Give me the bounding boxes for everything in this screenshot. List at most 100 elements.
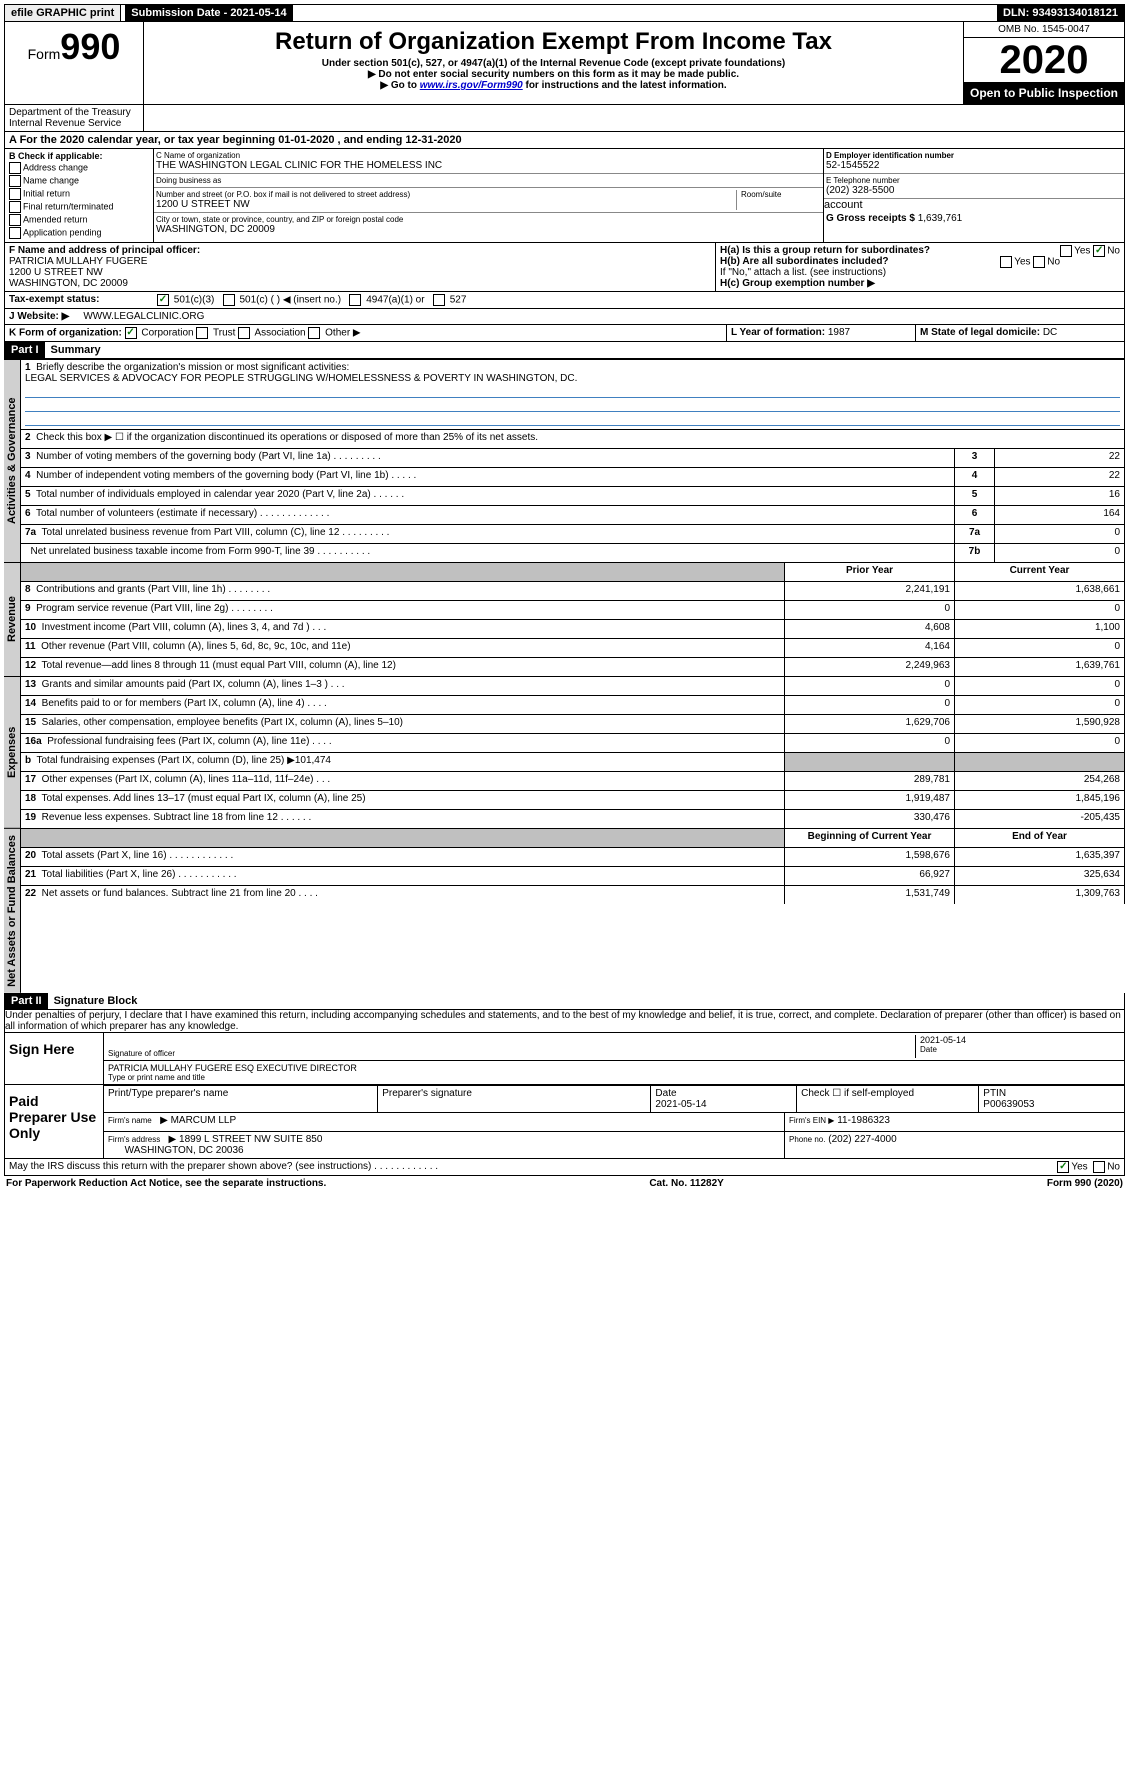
- addr-label: Number and street (or P.O. box if mail i…: [156, 190, 736, 199]
- klm-row: K Form of organization: Corporation Trus…: [4, 325, 1125, 342]
- paid-preparer-label: Paid Preparer Use Only: [5, 1085, 103, 1158]
- cb-name-change[interactable]: Name change: [9, 175, 149, 187]
- revenue-section: Revenue Prior Year Current Year 8 Contri…: [4, 562, 1125, 676]
- firm-phone-row: Phone no. (202) 227-4000: [784, 1131, 1124, 1158]
- data-row: 10 Investment income (Part VIII, column …: [21, 619, 1125, 638]
- cb-application-pending[interactable]: Application pending: [9, 227, 149, 239]
- part-2-header: Part II Signature Block: [4, 993, 1125, 1010]
- foot-center: Cat. No. 11282Y: [649, 1178, 723, 1189]
- d-label: D Employer identification number: [826, 151, 1122, 160]
- gov-row: 5 Total number of individuals employed i…: [21, 486, 1124, 505]
- governance-section: Activities & Governance 1 Briefly descri…: [4, 359, 1125, 562]
- org-address: 1200 U STREET NW: [156, 199, 736, 210]
- discuss-q: May the IRS discuss this return with the…: [5, 1159, 1053, 1175]
- data-row: 12 Total revenue—add lines 8 through 11 …: [21, 657, 1125, 676]
- firm-ein-row: Firm's EIN ▶ 11-1986323: [784, 1112, 1124, 1131]
- data-row: 16a Professional fundraising fees (Part …: [21, 733, 1125, 752]
- signature-block: Sign Here Signature of officer 2021-05-1…: [4, 1033, 1125, 1159]
- omb-number: OMB No. 1545-0047: [964, 22, 1124, 38]
- dln: DLN: 93493134018121: [997, 5, 1124, 21]
- cb-4947[interactable]: [349, 294, 361, 306]
- cb-501c3[interactable]: [157, 294, 169, 306]
- col-deg: D Employer identification number 52-1545…: [824, 149, 1124, 242]
- section-a-text: A For the 2020 calendar year, or tax yea…: [5, 132, 466, 148]
- phone-row: E Telephone number (202) 328-5500: [824, 174, 1124, 199]
- pp-h2: Preparer's signature: [377, 1085, 650, 1112]
- cb-discuss-no[interactable]: [1093, 1161, 1105, 1173]
- q2-row: 2 Check this box ▶ ☐ if the organization…: [21, 429, 1124, 448]
- cb-amended-return[interactable]: Amended return: [9, 214, 149, 226]
- form990-link[interactable]: www.irs.gov/Form990: [420, 80, 523, 91]
- data-row: 19 Revenue less expenses. Subtract line …: [21, 809, 1125, 828]
- gov-row: 7a Total unrelated business revenue from…: [21, 524, 1124, 543]
- h-c: H(c) Group exemption number ▶: [720, 278, 1120, 289]
- form-number: 990: [60, 26, 120, 67]
- q1-row: 1 Briefly describe the organization's mi…: [21, 359, 1124, 429]
- f-label: F Name and address of principal officer:: [9, 245, 711, 256]
- sig-officer-label: Signature of officer: [108, 1049, 915, 1058]
- foot-left: For Paperwork Reduction Act Notice, see …: [6, 1178, 326, 1189]
- org-name: THE WASHINGTON LEGAL CLINIC FOR THE HOME…: [156, 160, 821, 171]
- pp-h1: Print/Type preparer's name: [104, 1085, 377, 1112]
- e-label: E Telephone number: [826, 176, 1122, 185]
- cb-initial-return[interactable]: Initial return: [9, 188, 149, 200]
- form-subtitle: Under section 501(c), 527, or 4947(a)(1)…: [148, 58, 959, 69]
- data-row: 18 Total expenses. Add lines 13–17 (must…: [21, 790, 1125, 809]
- vtab-expenses: Expenses: [4, 676, 21, 828]
- website-value[interactable]: WWW.LEGALCLINIC.ORG: [79, 309, 208, 324]
- header-right: OMB No. 1545-0047 2020 Open to Public In…: [963, 22, 1124, 104]
- cb-trust[interactable]: [196, 327, 208, 339]
- hdr-current: Current Year: [954, 562, 1124, 581]
- cb-other[interactable]: [308, 327, 320, 339]
- cb-discuss-yes[interactable]: [1057, 1161, 1069, 1173]
- gross-receipts: 1,639,761: [918, 213, 963, 224]
- firm-addr-row: Firm's address ▶ 1899 L STREET NW SUITE …: [104, 1131, 784, 1158]
- j-row: J Website: ▶ WWW.LEGALCLINIC.ORG: [4, 309, 1125, 325]
- firm-name-row: Firm's name ▶ MARCUM LLP: [104, 1112, 784, 1131]
- cb-501c[interactable]: [223, 294, 235, 306]
- i-label: Tax-exempt status:: [5, 292, 153, 308]
- city-label: City or town, state or province, country…: [156, 215, 821, 224]
- cb-527[interactable]: [433, 294, 445, 306]
- sig-date: 2021-05-14: [920, 1035, 1120, 1045]
- cb-address-change[interactable]: Address change: [9, 162, 149, 174]
- gov-row: Net unrelated business taxable income fr…: [21, 543, 1124, 562]
- data-row: 21 Total liabilities (Part X, line 26) .…: [21, 866, 1125, 885]
- pp-h3: Date2021-05-14: [650, 1085, 796, 1112]
- city-row: City or town, state or province, country…: [154, 213, 823, 237]
- print-name-label: Type or print name and title: [108, 1073, 1120, 1082]
- hdr-prior: Prior Year: [784, 562, 954, 581]
- data-row: 20 Total assets (Part X, line 16) . . . …: [21, 847, 1125, 866]
- part-1-badge: Part I: [5, 342, 45, 358]
- j-label: J Website: ▶: [5, 309, 73, 324]
- cb-association[interactable]: [238, 327, 250, 339]
- net-blank: [21, 828, 784, 847]
- rev-blank: [21, 562, 784, 581]
- part-1-header: Part I Summary: [4, 342, 1125, 359]
- hdr-begin: Beginning of Current Year: [784, 828, 954, 847]
- form-number-box: Form990: [5, 22, 144, 104]
- sig-date-label: Date: [920, 1045, 1120, 1054]
- cb-corporation[interactable]: [125, 327, 137, 339]
- col-c: C Name of organization THE WASHINGTON LE…: [154, 149, 824, 242]
- data-row: 22 Net assets or fund balances. Subtract…: [21, 885, 1125, 904]
- cb-final-return[interactable]: Final return/terminated: [9, 201, 149, 213]
- data-row: 17 Other expenses (Part IX, column (A), …: [21, 771, 1125, 790]
- phone-value: (202) 328-5500: [826, 185, 1122, 196]
- efile-button[interactable]: efile GRAPHIC print: [5, 5, 121, 21]
- top-bar: efile GRAPHIC print Submission Date - 20…: [4, 4, 1125, 22]
- data-row: 9 Program service revenue (Part VIII, li…: [21, 600, 1125, 619]
- foot-right: Form 990 (2020): [1047, 1178, 1123, 1189]
- inspection-badge: Open to Public Inspection: [964, 82, 1124, 104]
- org-city: WASHINGTON, DC 20009: [156, 224, 821, 235]
- officer-name: PATRICIA MULLAHY FUGERE: [9, 256, 711, 267]
- dba-label: Doing business as: [156, 176, 821, 185]
- tax-year: 2020: [964, 38, 1124, 82]
- form-header: Form990 Return of Organization Exempt Fr…: [4, 22, 1125, 105]
- addr-row: Number and street (or P.O. box if mail i…: [154, 188, 823, 213]
- pp-h5: PTINP00639053: [978, 1085, 1124, 1112]
- form-note-2: ▶ Go to www.irs.gov/Form990 for instruct…: [148, 80, 959, 91]
- discuss-yn: Yes No: [1053, 1159, 1124, 1175]
- col-b-checkboxes: B Check if applicable: Address change Na…: [5, 149, 154, 242]
- expenses-section: Expenses 13 Grants and similar amounts p…: [4, 676, 1125, 828]
